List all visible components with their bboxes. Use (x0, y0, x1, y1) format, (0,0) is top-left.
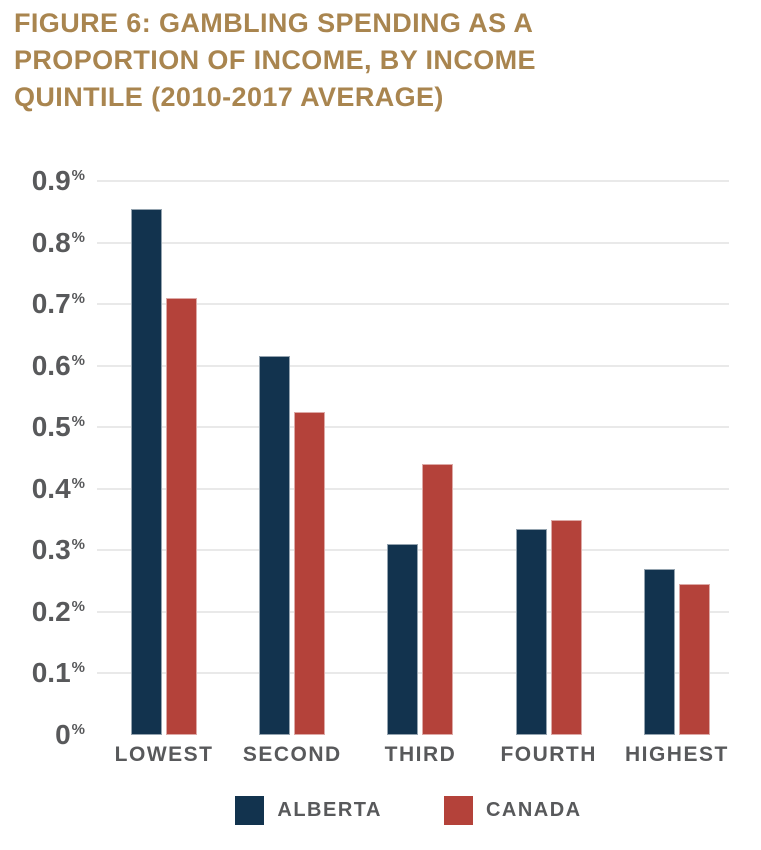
y-axis-tick-label: 0.6% (31, 349, 85, 381)
y-axis-tick-label: 0.8% (31, 226, 85, 258)
y-axis-tick-label: 0.5% (31, 411, 85, 443)
gridline-0.7 (97, 303, 729, 306)
y-axis-tick-label: 0.7% (31, 288, 85, 320)
bar-group-third (356, 175, 484, 735)
x-axis-category-label-fourth: FOURTH (500, 743, 597, 766)
legend-item-canada: CANADA (443, 796, 582, 825)
percent-sign: % (71, 166, 85, 184)
percent-sign: % (71, 597, 85, 615)
bar-group-lowest (100, 175, 228, 735)
x-axis-category-label-second: SECOND (242, 743, 342, 766)
percent-sign: % (71, 351, 85, 369)
gridline-0.4 (97, 487, 729, 490)
percent-sign: % (71, 474, 85, 492)
gridline-0.9 (97, 179, 729, 182)
x-axis-category-label-highest: HIGHEST (624, 743, 729, 766)
bar-alberta-second (259, 356, 291, 735)
percent-sign: % (71, 290, 85, 308)
percent-sign: % (71, 413, 85, 431)
figure-title: FIGURE 6: GAMBLING SPENDING AS A PROPORT… (14, 8, 536, 112)
percent-sign: % (71, 659, 85, 677)
y-axis-tick-label: 0.3% (31, 534, 85, 566)
bar-alberta-lowest (131, 209, 163, 735)
bar-canada-lowest (166, 298, 198, 735)
y-axis-tick-label: 0.4% (31, 472, 85, 504)
x-axis-category-label-lowest: LOWEST (114, 743, 214, 766)
gridline-0.5 (97, 426, 729, 429)
y-axis-tick-label: 0.1% (31, 657, 85, 689)
legend-swatch-alberta (235, 796, 265, 825)
legend-label-alberta: ALBERTA (277, 799, 382, 821)
legend: ALBERTA CANADA (0, 796, 761, 825)
y-axis-tick-label: 0.9% (31, 164, 85, 196)
y-axis-tick-label: 0% (55, 719, 85, 750)
legend-item-alberta: ALBERTA (235, 796, 382, 825)
bar-alberta-third (387, 544, 419, 735)
percent-sign: % (71, 721, 85, 738)
bar-group-highest (613, 175, 741, 735)
x-axis-category-label-third: THIRD (384, 743, 457, 766)
bar-canada-third (422, 464, 454, 735)
gridline-0.8 (97, 241, 729, 244)
bar-canada-highest (678, 584, 710, 735)
percent-sign: % (71, 536, 85, 554)
y-axis-tick-label: 0.2% (31, 595, 85, 627)
percent-sign: % (71, 228, 85, 246)
bar-canada-second (294, 412, 326, 735)
bar-group-fourth (485, 175, 613, 735)
legend-label-canada: CANADA (485, 799, 582, 821)
bar-group-second (228, 175, 356, 735)
bar-alberta-highest (643, 569, 675, 735)
gridline-0.6 (97, 364, 729, 367)
bar-canada-fourth (550, 520, 582, 735)
bar-alberta-fourth (515, 529, 547, 735)
legend-swatch-canada (443, 796, 473, 825)
